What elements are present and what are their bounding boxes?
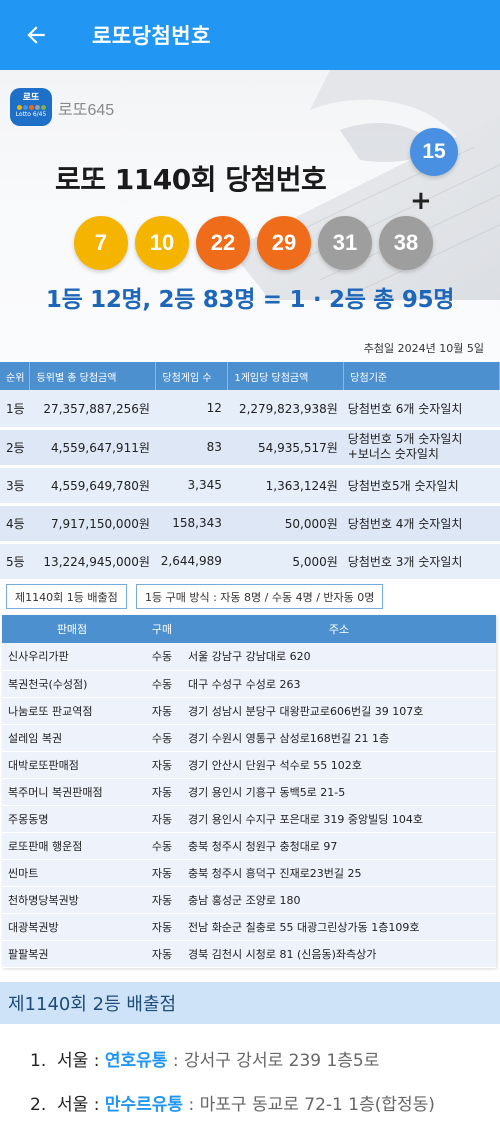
per-game-cell: 54,935,517원 [227,428,344,468]
games-cell: 2,644,989 [155,542,228,582]
table-row: 4등 7,917,150,000원 158,343 50,000원 당첨번호 4… [0,504,500,544]
rank-cell: 4등 [0,504,30,544]
second-prize-list: 1. 서울 : 연호유통 : 강서구 강서로 239 1층5로 2. 서울 : … [30,1046,435,1130]
total-cell: 7,917,150,000원 [29,504,156,544]
header-per-game: 1게임당 당첨금액 [227,362,345,390]
table-row[interactable]: 나눔로또 판교역점 자동 경기 성남시 분당구 대왕판교로606번길 39 107호 [2,697,496,725]
stores-table-header: 판매점 구매 주소 [2,615,496,643]
per-game-cell: 2,279,823,938원 [227,390,344,430]
purchase-method-tag: 1등 구매 방식 : 자동 8명 / 수동 4명 / 반자동 0명 [136,584,384,609]
prize-table-header: 순위 등위별 총 당첨금액 당첨게임 수 1게임당 당첨금액 당첨기준 [0,362,500,390]
header-rank: 순위 [0,362,31,390]
number-ball: 31 [318,216,372,270]
page-title: 로또당첨번호 [92,24,211,48]
criteria-cell: 당첨번호 3개 숫자일치 [343,542,500,582]
table-row[interactable]: 팔팔복권 자동 경북 김천시 시청로 81 (신음동)좌측상가 [2,940,496,968]
first-prize-stores-table: 판매점 구매 주소 신사우리가판 수동 서울 강남구 강남대로 620 복권천국(수… [2,615,496,968]
prize-table: 순위 등위별 총 당첨금액 당첨게임 수 1게임당 당첨금액 당첨기준 1등 2… [0,362,500,582]
table-row[interactable]: 설레임 복권 수동 경기 수원시 영통구 삼성로168번길 21 1층 [2,724,496,752]
table-row[interactable]: 신사우리가판 수동 서울 강남구 강남대로 620 [2,643,496,671]
table-row[interactable]: 대박로또판매점 자동 경기 안산시 단원구 석수로 55 102호 [2,751,496,779]
header-games: 당첨게임 수 [155,362,229,390]
lotto-logo: 로또 Lotto 6/45 [10,88,52,126]
header-type: 구매 [142,615,182,643]
store-name-link[interactable]: 연호유통 [104,1051,168,1071]
table-row: 1등 27,357,887,256원 12 2,279,823,938원 당첨번… [0,390,500,430]
table-row[interactable]: 대광복권방 자동 전남 화순군 칠충로 55 대광그린상가동 1층109호 [2,913,496,941]
total-cell: 4,559,649,780원 [29,466,156,506]
table-row: 3등 4,559,649,780원 3,345 1,363,124원 당첨번호5… [0,466,500,506]
arrow-left-icon [27,26,45,44]
table-row[interactable]: 천하명당복권방 자동 충남 홍성군 조양로 180 [2,886,496,914]
games-cell: 12 [155,390,228,430]
header-store: 판매점 [2,615,142,643]
draw-headline: 로또 1140회 당첨번호 [55,163,327,196]
criteria-cell: 당첨번호 6개 숫자일치 [343,390,500,430]
rank-cell: 1등 [0,390,30,430]
rank-cell: 3등 [0,466,30,506]
store-name-link[interactable]: 만수르유통 [104,1095,184,1115]
header-address: 주소 [182,615,496,643]
number-ball: 38 [379,216,433,270]
number-ball: 10 [135,216,189,270]
criteria-cell: 당첨번호 4개 숫자일치 [343,504,500,544]
table-row: 2등 4,559,647,911원 83 54,935,517원 당첨번호 5개… [0,428,500,468]
number-ball: 29 [257,216,311,270]
header-criteria: 당첨기준 [343,362,500,390]
number-ball: 22 [196,216,250,270]
header-total: 등위별 총 당첨금액 [29,362,157,390]
per-game-cell: 5,000원 [227,542,344,582]
total-cell: 4,559,647,911원 [29,428,156,468]
total-cell: 27,357,887,256원 [29,390,156,430]
second-prize-section-header: 제1140회 2등 배출점 [0,982,500,1024]
list-item[interactable]: 2. 서울 : 만수르유통 : 마포구 동교로 72-1 1층(합정동) [30,1095,435,1115]
criteria-cell: 당첨번호 5개 숫자일치 +보너스 숫자일치 [343,428,500,468]
table-row[interactable]: 로또판매 행운점 수동 충북 청주시 청원구 충청대로 97 [2,832,496,860]
back-button[interactable] [0,0,72,70]
bonus-ball: 15 [410,128,458,176]
number-ball: 7 [74,216,128,270]
table-row[interactable]: 주몽동명 자동 경기 용인시 수지구 포은대로 319 중앙빌딩 104호 [2,805,496,833]
games-cell: 158,343 [155,504,228,544]
first-prize-stores-tag: 제1140회 1등 배출점 [6,584,127,609]
per-game-cell: 1,363,124원 [227,466,344,506]
draw-date: 추첨일 2024년 10월 5일 [363,342,484,355]
rank-cell: 5등 [0,542,30,582]
winning-numbers-banner: 로또 Lotto 6/45 로또645 로또 1140회 당첨번호 15 + 7… [0,70,500,360]
app-bar: 로또당첨번호 [0,0,500,70]
games-cell: 3,345 [155,466,228,506]
table-row[interactable]: 복주머니 복권판매점 자동 경기 용인시 기흥구 동백5로 21-5 [2,778,496,806]
winner-summary: 1등 12명, 2등 83명 = 1 · 2등 총 95명 [45,287,455,313]
list-item[interactable]: 1. 서울 : 연호유통 : 강서구 강서로 239 1층5로 [30,1051,380,1071]
rank-cell: 2등 [0,428,30,468]
plus-sign: + [410,186,432,216]
logo-text: 로또645 [58,102,115,119]
per-game-cell: 50,000원 [227,504,344,544]
total-cell: 13,224,945,000원 [29,542,156,582]
table-row: 5등 13,224,945,000원 2,644,989 5,000원 당첨번호… [0,542,500,582]
table-row[interactable]: 씬마트 자동 충북 청주시 흥덕구 진재로23번길 25 [2,859,496,887]
logo-dots [10,105,52,110]
games-cell: 83 [155,428,228,468]
criteria-cell: 당첨번호5개 숫자일치 [343,466,500,506]
table-row[interactable]: 복권천국(수성점) 수동 대구 수성구 수성로 263 [2,670,496,698]
